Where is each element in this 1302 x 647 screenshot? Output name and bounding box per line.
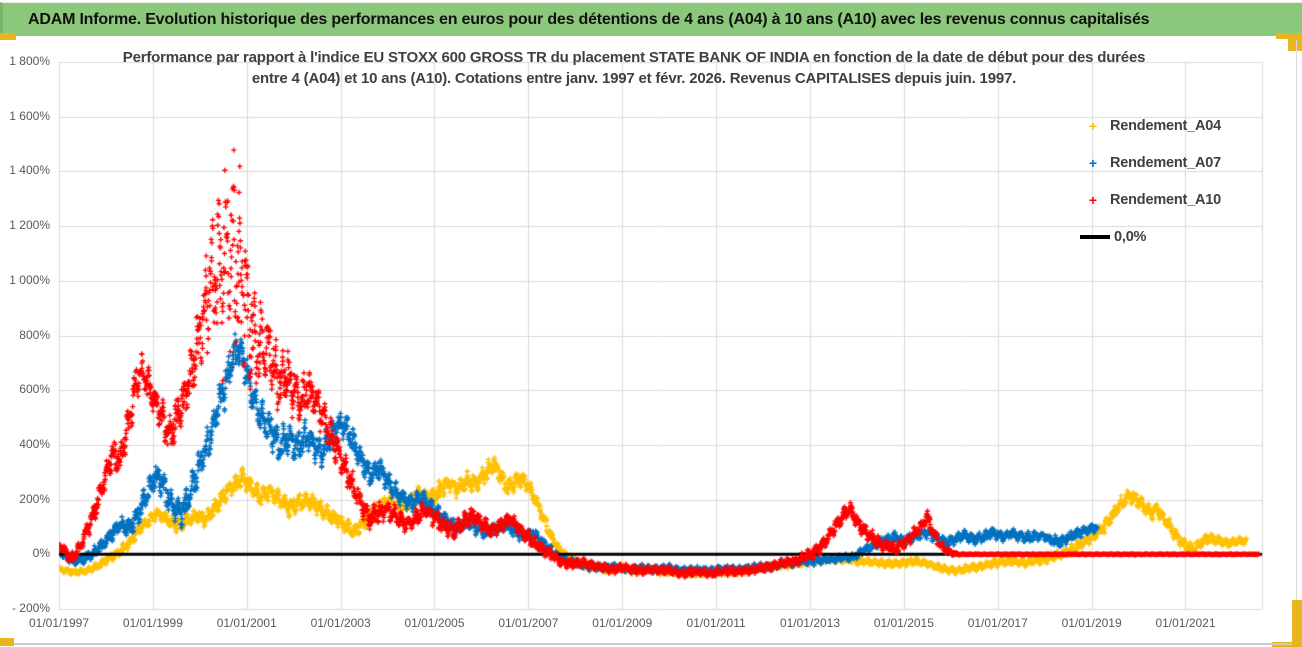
- legend: + Rendement_A04 + Rendement_A07 + Rendement_A…: [1080, 114, 1280, 262]
- legend-item-rendement-a10[interactable]: + Rendement_A10: [1080, 188, 1280, 212]
- right-divider: [1296, 40, 1297, 600]
- gold-accent-top-left: [0, 33, 16, 40]
- y-tick-label: 1 200%: [9, 218, 50, 233]
- x-tick-label: 01/01/1999: [122, 616, 183, 630]
- plus-marker-icon: +: [1088, 118, 1098, 134]
- x-tick-label: 01/01/2021: [1155, 616, 1216, 630]
- y-tick-label: 400%: [19, 436, 50, 451]
- y-tick-label: 1 400%: [9, 163, 50, 178]
- chart-title-line2: entre 4 (A04) et 10 ans (A10). Cotations…: [251, 70, 1017, 87]
- legend-label: Rendement_A07: [1110, 155, 1222, 171]
- zero-line-swatch: [1080, 235, 1110, 239]
- x-tick-label: 01/01/2019: [1061, 616, 1122, 630]
- chart-title-line1: Performance par rapport à l'indice EU ST…: [122, 49, 1146, 66]
- header-bar: ADAM Informe. Evolution historique des p…: [0, 2, 1302, 36]
- plus-marker-icon: +: [1088, 155, 1098, 171]
- x-tick-label: 01/01/2013: [779, 616, 841, 630]
- x-tick-label: 01/01/2011: [686, 616, 746, 630]
- legend-item-rendement-a04[interactable]: + Rendement_A04: [1080, 114, 1280, 138]
- gold-accent-top-right-2: [1276, 33, 1302, 39]
- y-tick-label: 600%: [19, 382, 50, 397]
- x-tick-label: 01/01/2001: [216, 616, 277, 630]
- y-tick-label: 200%: [19, 491, 50, 506]
- page-title: ADAM Informe. Evolution historique des p…: [28, 10, 1150, 28]
- y-tick-label: 1 800%: [9, 54, 50, 68]
- gold-accent-bottom-left: [0, 638, 14, 646]
- legend-item-0-0-[interactable]: 0,0%: [1080, 225, 1280, 249]
- x-tick-label: 01/01/2003: [310, 616, 371, 630]
- y-tick-label: - 200%: [11, 601, 50, 615]
- legend-label: 0,0%: [1114, 229, 1147, 245]
- y-tick-label: 1 000%: [9, 272, 50, 287]
- y-tick-label: 800%: [19, 327, 50, 342]
- y-tick-label: 1 600%: [9, 108, 50, 123]
- legend-label: Rendement_A04: [1110, 118, 1222, 134]
- y-tick-label: 0%: [32, 546, 50, 561]
- x-tick-label: 01/01/2009: [592, 616, 653, 630]
- plus-marker-icon: +: [1088, 192, 1098, 208]
- x-tick-label: 01/01/2005: [404, 616, 465, 630]
- bottom-divider: [14, 643, 1292, 645]
- x-tick-label: 01/01/2007: [498, 616, 559, 630]
- gold-accent-bottom-right: [1292, 600, 1302, 647]
- x-tick-label: 01/01/2015: [873, 616, 934, 630]
- legend-label: Rendement_A10: [1110, 192, 1222, 208]
- x-tick-label: 01/01/2017: [967, 616, 1028, 630]
- x-tick-label: 01/01/1997: [28, 616, 90, 630]
- legend-item-rendement-a07[interactable]: + Rendement_A07: [1080, 151, 1280, 175]
